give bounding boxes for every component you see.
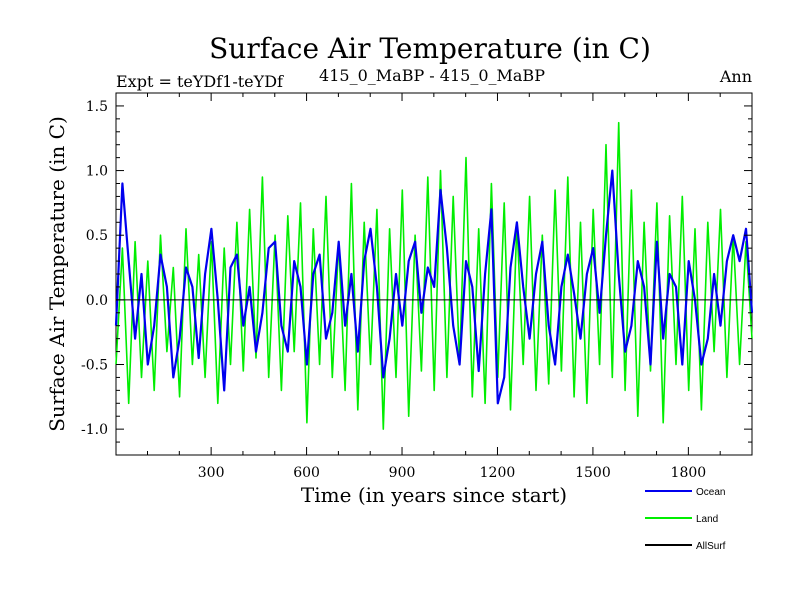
subtitle-left: Expt = teYDf1-teYDf — [116, 72, 284, 91]
y-tick-label: -0.5 — [81, 358, 108, 374]
ticks-layer: 300 600 900 1200 1500 1800 -1.0 -0.5 0.0 0.5 1.0 1.… — [81, 93, 752, 481]
legend-label-land: Land — [696, 514, 718, 525]
chart-title: Surface Air Temperature (in C) — [209, 32, 651, 65]
legend-label-allsurf: AllSurf — [696, 541, 726, 552]
y-tick-label: 0.0 — [86, 293, 108, 309]
x-axis-label: Time (in years since start) — [301, 483, 567, 507]
subtitle-center: 415_0_MaBP - 415_0_MaBP — [319, 66, 545, 85]
y-tick-label: 1.5 — [86, 99, 108, 115]
x-tick-label: 300 — [198, 465, 225, 481]
x-tick-label: 1200 — [480, 465, 516, 481]
legend-label-ocean: Ocean — [696, 487, 725, 498]
x-tick-label: 600 — [293, 465, 320, 481]
y-tick-label: -1.0 — [81, 422, 108, 438]
y-tick-label: 1.0 — [86, 164, 108, 180]
y-tick-label: 0.5 — [86, 228, 108, 244]
x-tick-label: 1500 — [575, 465, 611, 481]
series-line-ocean — [114, 169, 754, 405]
subtitle-right: Ann — [719, 67, 752, 86]
legend: Ocean Land AllSurf — [645, 487, 726, 552]
x-tick-label: 1800 — [671, 465, 707, 481]
y-axis-label: Surface Air Temperature (in C) — [45, 116, 69, 432]
x-tick-label: 900 — [389, 465, 416, 481]
